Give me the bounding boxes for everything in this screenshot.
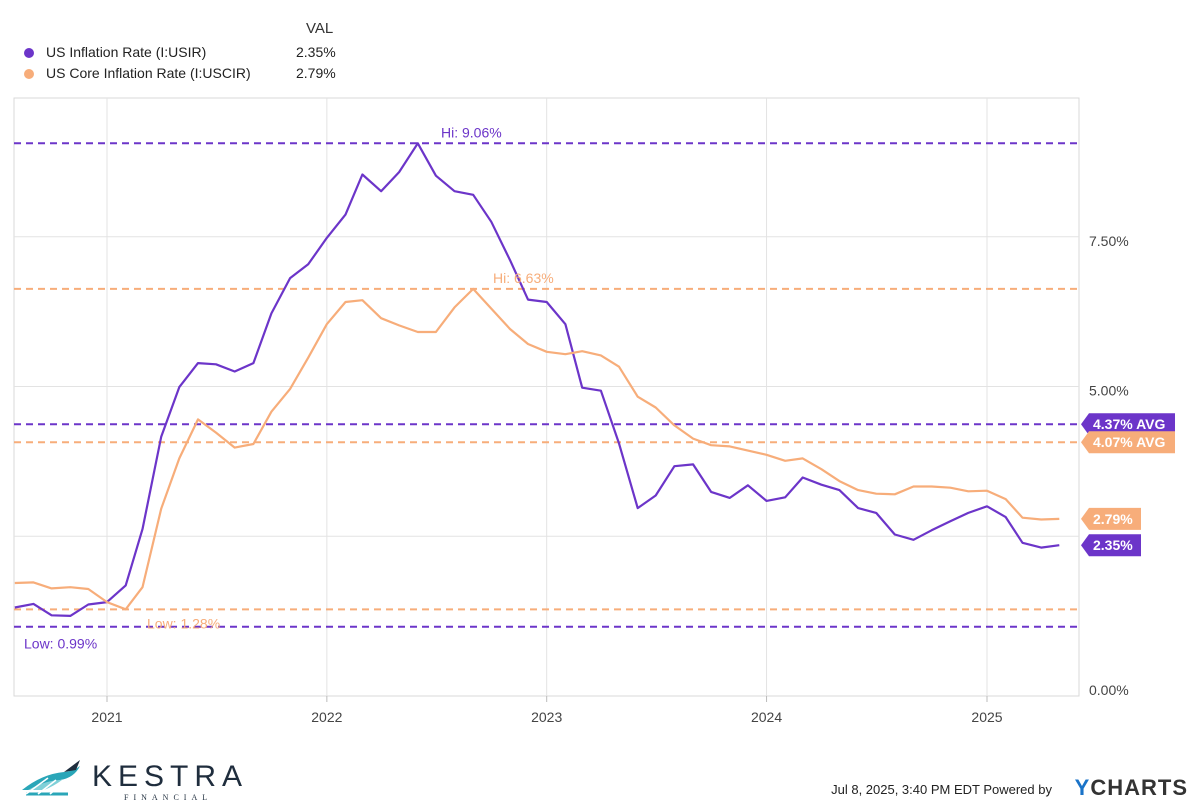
legend-item-value: 2.79% bbox=[296, 65, 336, 81]
average-badge-shape bbox=[1081, 431, 1175, 454]
series-line-us-inflation[interactable] bbox=[14, 142, 1060, 618]
last-value-badge-shape bbox=[1081, 507, 1141, 530]
legend-item-us-core-inflation[interactable]: US Core Inflation Rate (I:USCIR) 2.79% bbox=[24, 65, 344, 85]
extreme-label: Low: 0.99% bbox=[24, 636, 97, 652]
kestra-bird-icon bbox=[22, 760, 80, 796]
x-tick-label: 2025 bbox=[971, 709, 1002, 725]
last-value-badge-label: 2.35% bbox=[1093, 537, 1133, 553]
x-tick-label: 2022 bbox=[311, 709, 342, 725]
series-line-us-core-inflation[interactable] bbox=[14, 287, 1060, 611]
extreme-label: Low: 1.28% bbox=[147, 615, 220, 631]
kestra-logo: KESTRA FINANCIAL bbox=[18, 756, 242, 802]
legend-item-value: 2.35% bbox=[296, 44, 336, 60]
extreme-label: Hi: 9.06% bbox=[441, 124, 502, 140]
legend-value-header: VAL bbox=[306, 20, 334, 37]
legend-item-label: US Inflation Rate (I:USIR) bbox=[46, 44, 207, 60]
last-value-badge-label: 2.79% bbox=[1093, 511, 1133, 527]
timestamp: Jul 8, 2025, 3:40 PM EDT Powered by bbox=[831, 782, 1052, 797]
legend-item-us-inflation[interactable]: US Inflation Rate (I:USIR) 2.35% bbox=[24, 44, 344, 64]
brand-name: KESTRA bbox=[92, 760, 249, 793]
legend: VAL US Inflation Rate (I:USIR) 2.35% US … bbox=[0, 0, 360, 90]
brand-subtitle: FINANCIAL bbox=[124, 793, 213, 802]
average-badge-shape bbox=[1081, 413, 1175, 436]
ycharts-logo[interactable]: YCHARTS bbox=[1074, 775, 1188, 800]
average-badge-label: 4.07% AVG bbox=[1093, 434, 1165, 450]
y-tick-label: 0.00% bbox=[1089, 682, 1129, 698]
x-tick-label: 2024 bbox=[751, 709, 782, 725]
last-value-badge-shape bbox=[1081, 534, 1141, 557]
y-tick-label: 5.00% bbox=[1089, 383, 1129, 399]
x-tick-label: 2021 bbox=[91, 709, 122, 725]
average-badge-label: 4.37% AVG bbox=[1093, 416, 1165, 432]
legend-item-label: US Core Inflation Rate (I:USCIR) bbox=[46, 65, 251, 81]
footer-attribution: Jul 8, 2025, 3:40 PM EDT Powered by YCHA… bbox=[768, 775, 1188, 802]
x-tick-label: 2023 bbox=[531, 709, 562, 725]
legend-dot-icon bbox=[24, 48, 34, 58]
legend-dot-icon bbox=[24, 69, 34, 79]
extreme-label: Hi: 6.63% bbox=[493, 270, 554, 286]
y-tick-label: 7.50% bbox=[1089, 233, 1129, 249]
